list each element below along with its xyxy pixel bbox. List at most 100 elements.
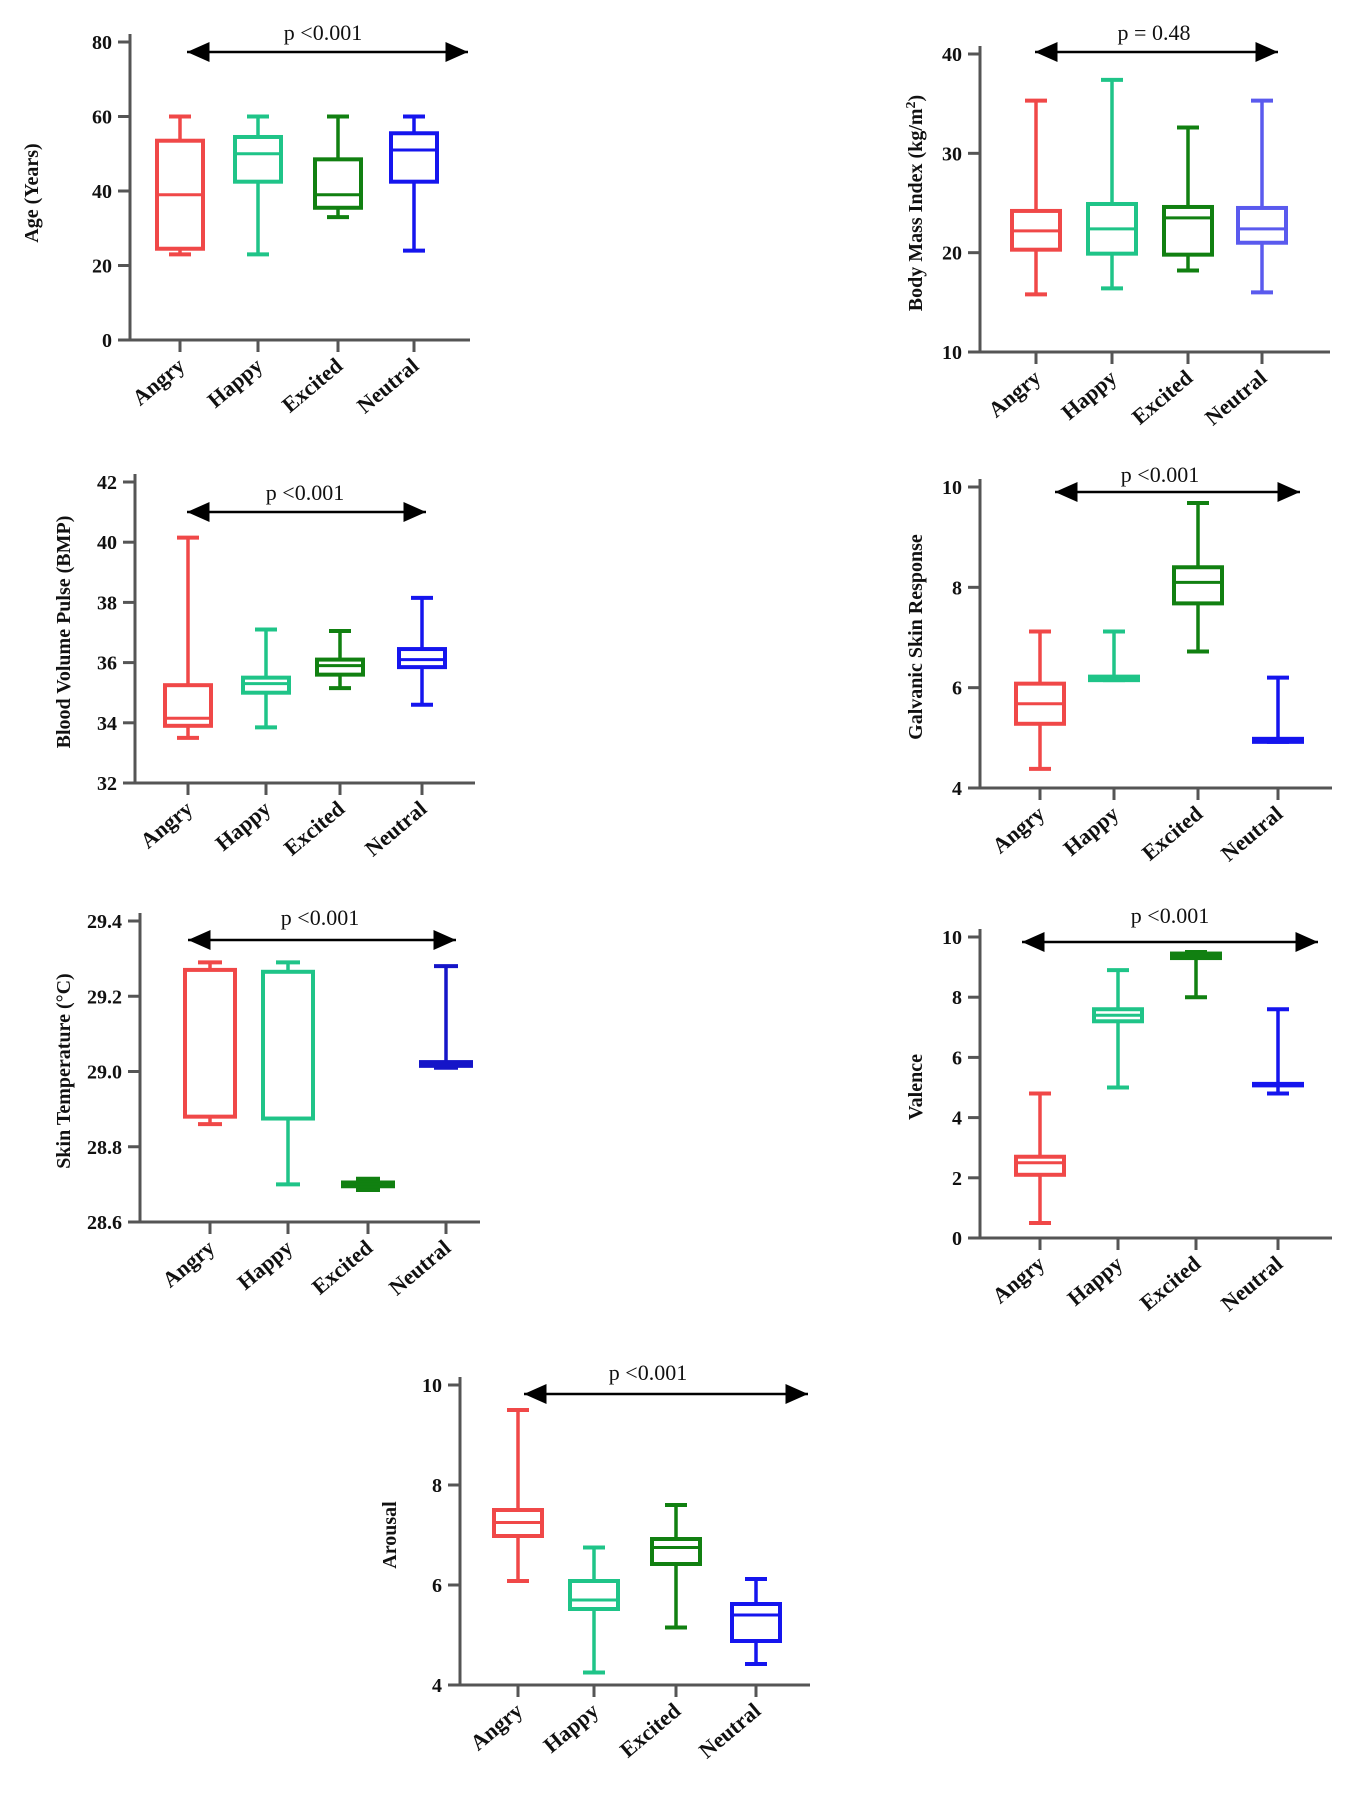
box-angry: [155, 114, 205, 257]
box-neutral: [419, 964, 473, 1070]
y-axis-label: Skin Temperature (°C): [53, 973, 75, 1168]
y-tick-label: 0: [102, 330, 112, 352]
y-axis-label-close: ): [905, 95, 927, 102]
chart-panel-2: 10 20 30 40 Angry Happy Excited Neutral Body Mas…: [904, 20, 1330, 430]
box-angry: [1014, 1091, 1066, 1225]
y-axis-label: Body Mass Index (kg/m2): [904, 95, 928, 311]
p-value-label: p = 0.48: [1118, 20, 1191, 45]
box-excited: [313, 114, 363, 220]
y-tick-label: 28.6: [87, 1212, 122, 1234]
p-value-label: p <0.001: [1131, 903, 1209, 928]
box-angry: [183, 960, 237, 1127]
x-tick-label: Happy: [210, 796, 275, 856]
y-tick-label: 8: [432, 1475, 442, 1497]
box-iqr: [261, 969, 315, 1121]
box-iqr: [568, 1579, 620, 1611]
box-neutral: [1236, 98, 1288, 295]
x-tick-label: Excited: [1137, 801, 1207, 866]
box-excited: [1162, 125, 1214, 273]
box-happy: [241, 627, 291, 730]
y-tick-label: 36: [97, 653, 117, 675]
y-tick-label: 42: [97, 472, 117, 494]
chart-panel-5: 28.6 28.8 29.0 29.2 29.4 Angry Happy Excited Neu…: [53, 905, 480, 1300]
x-tick-label: Angry: [127, 353, 189, 411]
y-axis-label-superscript: 2: [904, 101, 919, 108]
box-happy: [261, 960, 315, 1187]
y-tick-label: 8: [952, 987, 962, 1009]
box-neutral: [397, 595, 447, 707]
y-tick-label: 40: [942, 44, 962, 66]
y-tick-label: 10: [942, 477, 962, 499]
x-tick-label: Happy: [1056, 365, 1121, 425]
x-tick-label: Neutral: [384, 1235, 455, 1300]
box-excited: [650, 1503, 702, 1630]
box-iqr: [1014, 1154, 1066, 1177]
x-tick-label: Angry: [157, 1235, 219, 1293]
box-iqr: [163, 683, 213, 728]
box-angry: [1010, 98, 1062, 297]
chart-panel-7: 4 6 8 10 Angry Happy Excited Neutral Arousal p <0…: [379, 1360, 810, 1763]
x-tick-label: Happy: [538, 1698, 603, 1758]
y-tick-label: 0: [952, 1228, 962, 1250]
y-tick-label: 29.2: [87, 986, 122, 1008]
y-tick-label: 28.8: [87, 1137, 122, 1159]
box-happy: [1086, 77, 1138, 291]
y-tick-label: 10: [942, 927, 962, 949]
x-tick-label: Neutral: [1200, 365, 1271, 430]
x-tick-label: Excited: [307, 1235, 377, 1300]
box-iqr: [241, 675, 291, 695]
y-tick-label: 6: [432, 1575, 442, 1597]
box-iqr: [313, 157, 363, 210]
y-tick-label: 4: [952, 1108, 962, 1130]
box-iqr: [397, 647, 447, 670]
box-neutral: [389, 114, 439, 253]
box-excited: [341, 1176, 395, 1193]
x-tick-label: Neutral: [1216, 801, 1287, 866]
chart-panel-3: 32 34 36 38 40 42 Angry Happy Excited Neutral Bloo…: [53, 472, 475, 861]
box-angry: [1014, 629, 1066, 771]
box-iqr: [315, 657, 365, 677]
box-happy: [1088, 629, 1140, 683]
y-tick-label: 29.0: [87, 1062, 122, 1084]
y-tick-label: 20: [92, 256, 112, 278]
box-excited: [315, 628, 365, 691]
box-excited: [1172, 501, 1224, 654]
box-excited: [1170, 950, 1222, 1000]
p-value-label: p <0.001: [266, 480, 344, 505]
box-iqr: [1236, 205, 1288, 245]
x-tick-label: Excited: [1127, 365, 1197, 430]
x-tick-label: Angry: [465, 1698, 527, 1756]
box-iqr: [1162, 204, 1214, 257]
box-neutral: [730, 1577, 782, 1666]
y-tick-label: 32: [97, 773, 117, 795]
x-tick-label: Excited: [615, 1698, 685, 1763]
box-happy: [568, 1545, 620, 1675]
box-iqr: [183, 967, 237, 1119]
x-tick-label: Angry: [135, 796, 197, 854]
y-tick-label: 30: [942, 143, 962, 165]
y-axis-label: Valence: [905, 1054, 927, 1120]
y-tick-label: 38: [97, 592, 117, 614]
y-tick-label: 4: [432, 1675, 442, 1697]
x-tick-label: Excited: [279, 796, 349, 861]
x-tick-label: Neutral: [694, 1698, 765, 1763]
x-tick-label: Angry: [987, 801, 1049, 859]
x-tick-label: Excited: [277, 353, 347, 418]
y-tick-label: 10: [422, 1375, 442, 1397]
p-value-label: p <0.001: [284, 20, 362, 45]
box-iqr: [650, 1537, 702, 1566]
x-tick-label: Angry: [987, 1251, 1049, 1309]
chart-panel-4: 4 6 8 10 Angry Happy Excited Neutral Galvanic Sk…: [905, 462, 1332, 866]
box-neutral: [1252, 1007, 1304, 1096]
x-tick-label: Happy: [202, 353, 267, 413]
x-tick-label: Angry: [983, 365, 1045, 423]
p-value-label: p <0.001: [1121, 462, 1199, 487]
p-value-label: p <0.001: [609, 1360, 687, 1385]
chart-panel-1: 0 20 40 60 80 Angry Happy Excited Neutral Age (Ye…: [21, 20, 470, 418]
box-angry: [163, 535, 213, 740]
y-tick-label: 40: [97, 532, 117, 554]
box-happy: [233, 114, 283, 257]
y-tick-label: 29.4: [87, 911, 122, 933]
y-tick-label: 8: [952, 577, 962, 599]
y-axis-label: Blood Volume Pulse (BMP): [53, 516, 75, 749]
